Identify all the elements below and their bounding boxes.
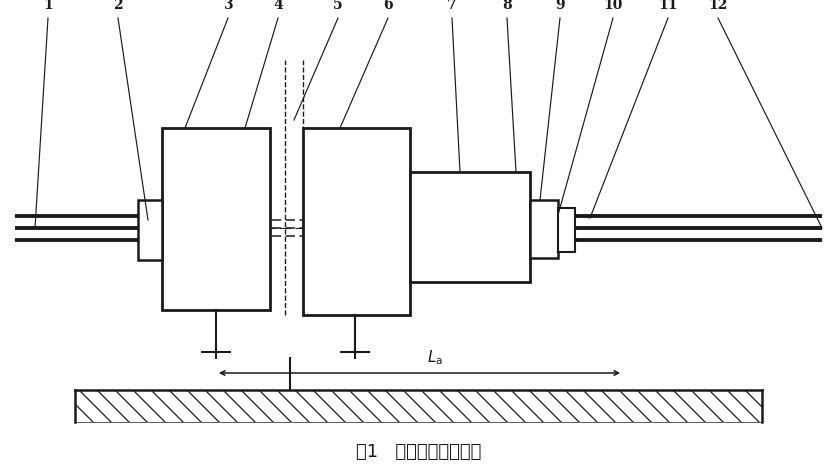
Bar bbox=[558, 208, 575, 252]
Text: 10: 10 bbox=[603, 0, 623, 12]
Text: 5: 5 bbox=[334, 0, 343, 12]
Bar bbox=[162, 128, 270, 310]
Text: 8: 8 bbox=[502, 0, 512, 12]
Text: 6: 6 bbox=[383, 0, 393, 12]
Text: 7: 7 bbox=[447, 0, 457, 12]
Text: 2: 2 bbox=[113, 0, 123, 12]
Bar bbox=[138, 200, 162, 260]
Text: 11: 11 bbox=[659, 0, 678, 12]
Bar bbox=[303, 128, 410, 315]
Text: 9: 9 bbox=[556, 0, 565, 12]
Bar bbox=[410, 172, 530, 282]
Text: 1: 1 bbox=[43, 0, 53, 12]
Bar bbox=[530, 200, 558, 258]
Text: $L_{\rm a}$: $L_{\rm a}$ bbox=[427, 348, 442, 367]
Text: 图1   静载试验组装形式: 图1 静载试验组装形式 bbox=[356, 443, 482, 461]
Text: 12: 12 bbox=[708, 0, 727, 12]
Text: 4: 4 bbox=[273, 0, 283, 12]
Text: 3: 3 bbox=[223, 0, 233, 12]
